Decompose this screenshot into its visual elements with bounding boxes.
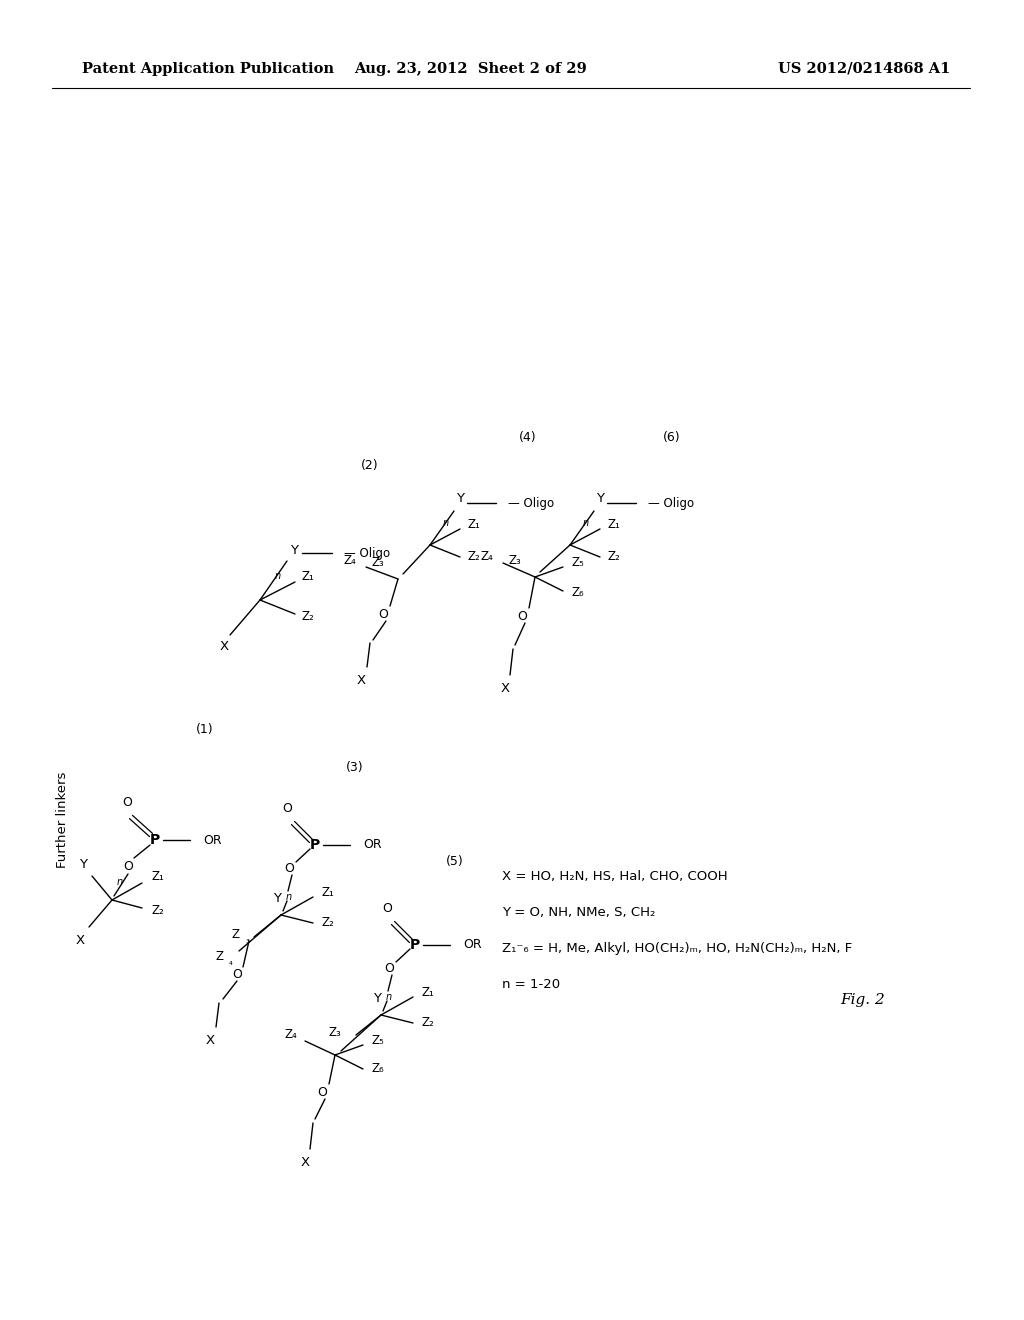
- Text: n: n: [274, 572, 281, 581]
- Text: (6): (6): [664, 432, 681, 445]
- Text: O: O: [123, 859, 133, 873]
- Text: P: P: [150, 833, 160, 847]
- Text: n: n: [443, 517, 450, 528]
- Text: Z₁: Z₁: [608, 519, 621, 532]
- Text: Z₂: Z₂: [321, 916, 334, 929]
- Text: n: n: [583, 517, 589, 528]
- Text: ₄: ₄: [229, 957, 232, 968]
- Text: Z₂: Z₂: [302, 610, 314, 623]
- Text: Z₁: Z₁: [321, 887, 334, 899]
- Text: O: O: [382, 903, 392, 916]
- Text: Z₅: Z₅: [371, 1035, 384, 1048]
- Text: Z₂: Z₂: [421, 1016, 434, 1030]
- Text: Z₃: Z₃: [372, 557, 384, 569]
- Text: X: X: [219, 639, 228, 652]
- Text: X = HO, H₂N, HS, Hal, CHO, COOH: X = HO, H₂N, HS, Hal, CHO, COOH: [502, 870, 728, 883]
- Text: Y: Y: [290, 544, 298, 557]
- Text: OR: OR: [362, 838, 382, 851]
- Text: Y: Y: [456, 492, 464, 506]
- Text: Further linkers: Further linkers: [55, 772, 69, 869]
- Text: Y = O, NH, NMe, S, CH₂: Y = O, NH, NMe, S, CH₂: [502, 906, 655, 919]
- Text: Z₆: Z₆: [571, 586, 584, 599]
- Text: OR: OR: [203, 833, 221, 846]
- Text: (3): (3): [346, 762, 364, 775]
- Text: Z₂: Z₂: [468, 550, 480, 564]
- Text: Z₂: Z₂: [151, 903, 164, 916]
- Text: Z₅: Z₅: [571, 557, 584, 569]
- Text: US 2012/0214868 A1: US 2012/0214868 A1: [777, 62, 950, 77]
- Text: OR: OR: [463, 939, 481, 952]
- Text: (4): (4): [519, 432, 537, 445]
- Text: O: O: [284, 862, 294, 874]
- Text: — Oligo: — Oligo: [344, 546, 390, 560]
- Text: Z₄: Z₄: [343, 554, 356, 568]
- Text: n = 1-20: n = 1-20: [502, 978, 560, 991]
- Text: X: X: [501, 682, 510, 696]
- Text: O: O: [122, 796, 132, 808]
- Text: Aug. 23, 2012  Sheet 2 of 29: Aug. 23, 2012 Sheet 2 of 29: [353, 62, 587, 77]
- Text: Y: Y: [596, 492, 604, 506]
- Text: Z₁: Z₁: [151, 870, 164, 883]
- Text: Z₄: Z₄: [480, 550, 493, 564]
- Text: X: X: [206, 1035, 215, 1048]
- Text: n: n: [117, 876, 123, 887]
- Text: P: P: [310, 838, 321, 851]
- Text: O: O: [517, 610, 527, 623]
- Text: O: O: [378, 607, 388, 620]
- Text: — Oligo: — Oligo: [648, 496, 694, 510]
- Text: Z₆: Z₆: [371, 1063, 384, 1076]
- Text: O: O: [384, 961, 394, 974]
- Text: n: n: [286, 892, 292, 902]
- Text: Z₂: Z₂: [608, 550, 621, 564]
- Text: Z: Z: [231, 928, 239, 941]
- Text: O: O: [282, 803, 292, 816]
- Text: O: O: [232, 968, 242, 981]
- Text: Z₁: Z₁: [302, 569, 314, 582]
- Text: P: P: [410, 939, 420, 952]
- Text: Patent Application Publication: Patent Application Publication: [82, 62, 334, 77]
- Text: n: n: [386, 993, 392, 1002]
- Text: Z₁: Z₁: [421, 986, 434, 999]
- Text: Y: Y: [273, 892, 281, 906]
- Text: — Oligo: — Oligo: [508, 496, 554, 510]
- Text: (5): (5): [446, 855, 464, 869]
- Text: Y: Y: [79, 858, 87, 871]
- Text: (1): (1): [197, 723, 214, 737]
- Text: O: O: [317, 1085, 327, 1098]
- Text: (2): (2): [361, 458, 379, 471]
- Text: Z₁: Z₁: [468, 519, 481, 532]
- Text: Fig. 2: Fig. 2: [840, 993, 885, 1007]
- Text: X: X: [356, 675, 366, 688]
- Text: Z₃: Z₃: [508, 554, 521, 568]
- Text: X: X: [300, 1156, 309, 1170]
- Text: Y: Y: [373, 993, 381, 1006]
- Text: Z₃: Z₃: [329, 1027, 341, 1040]
- Text: Z: Z: [215, 950, 223, 964]
- Text: ₃: ₃: [245, 935, 249, 945]
- Text: Z₄: Z₄: [285, 1028, 297, 1041]
- Text: Z₁⁻₆ = H, Me, Alkyl, HO(CH₂)ₘ, HO, H₂N(CH₂)ₘ, H₂N, F: Z₁⁻₆ = H, Me, Alkyl, HO(CH₂)ₘ, HO, H₂N(C…: [502, 942, 852, 954]
- Text: X: X: [76, 933, 85, 946]
